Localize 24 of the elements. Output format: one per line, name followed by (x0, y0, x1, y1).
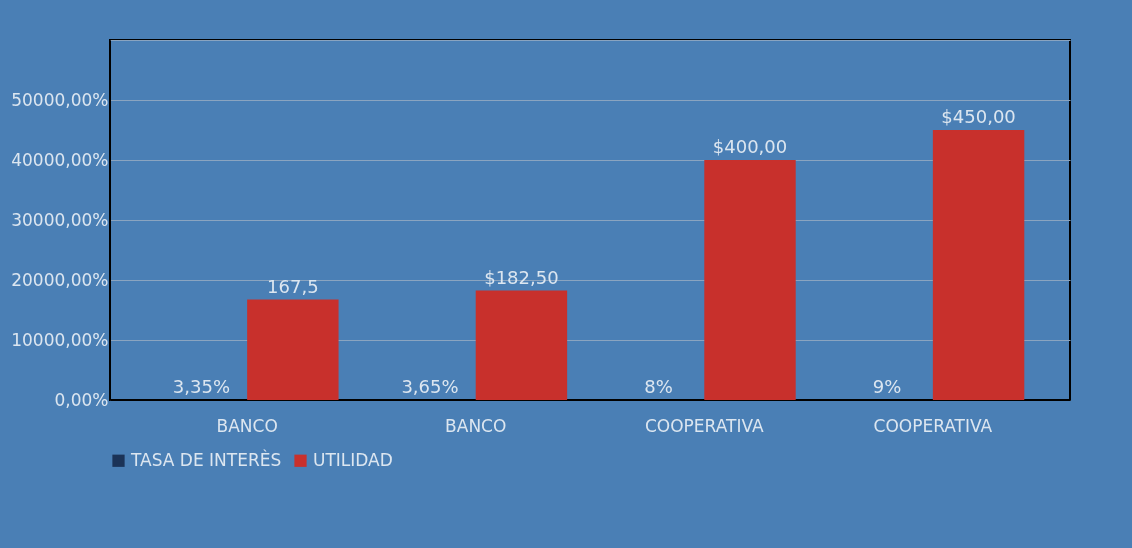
bar (932, 130, 1025, 400)
y-tick-label: 30000,00% (11, 209, 109, 230)
data-label: 8% (644, 375, 673, 397)
y-tick-label: 20000,00% (11, 269, 109, 290)
y-tick-label: 10000,00% (11, 329, 109, 350)
y-tick-label: 40000,00% (11, 149, 109, 170)
data-label: 3,35% (172, 375, 231, 397)
data-label: 167,5 (267, 275, 319, 297)
bar (704, 160, 796, 400)
x-tick-label: COOPERATIVA (873, 415, 993, 436)
x-tick-label: BANCO (216, 415, 278, 436)
legend-label: TASA DE INTERÈS (130, 448, 282, 470)
data-label: $400,00 (712, 136, 788, 157)
data-label: $182,50 (484, 266, 559, 288)
legend-label: UTILIDAD (313, 449, 393, 470)
x-tick-label: COOPERATIVA (644, 415, 764, 436)
x-tick-label: BANCO (445, 415, 507, 436)
bar (475, 290, 568, 400)
bar (247, 299, 339, 400)
data-label: 9% (872, 375, 902, 397)
y-tick-label: 0,00% (54, 389, 109, 410)
y-tick-label: 50000,00% (11, 89, 109, 110)
data-label: 3,65% (401, 375, 459, 397)
data-label: $450,00 (941, 106, 1016, 127)
